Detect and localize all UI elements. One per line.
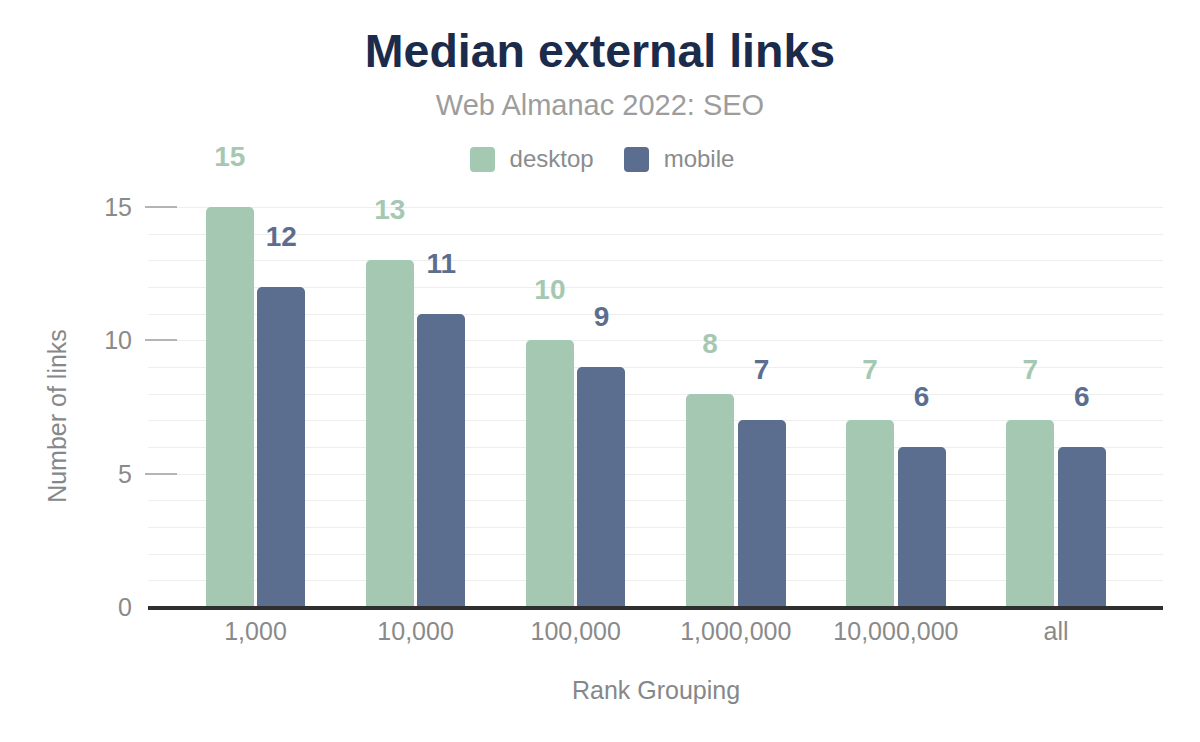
y-tick-label: 5 [0, 461, 132, 487]
bar-desktop-1,000,000[interactable] [686, 394, 734, 607]
x-axis-line [148, 606, 1163, 610]
chart-title: Median external links [0, 28, 1200, 75]
y-tick-label: 10 [0, 327, 132, 353]
legend-label-mobile: mobile [664, 145, 735, 173]
bar-mobile-all[interactable] [1058, 447, 1106, 607]
bar-mobile-10,000[interactable] [417, 314, 465, 607]
bar-desktop-1,000[interactable] [206, 207, 254, 607]
bar-mobile-10,000,000[interactable] [898, 447, 946, 607]
legend-item-desktop[interactable]: desktop [470, 145, 594, 173]
value-label-mobile-all: 6 [1074, 383, 1090, 411]
value-label-mobile-10,000,000: 6 [914, 383, 930, 411]
y-axis-tick [145, 473, 177, 475]
gridline-minor [148, 260, 1163, 261]
chart-subtitle: Web Almanac 2022: SEO [0, 91, 1200, 120]
chart: Median external links Web Almanac 2022: … [0, 0, 1200, 742]
legend-item-mobile[interactable]: mobile [624, 145, 735, 173]
value-label-desktop-10,000,000: 7 [862, 356, 878, 384]
y-tick-label: 15 [0, 194, 132, 220]
bar-mobile-1,000[interactable] [257, 287, 305, 607]
value-label-desktop-100,000: 10 [534, 276, 565, 304]
x-axis-title: Rank Grouping [572, 675, 740, 705]
bar-desktop-10,000[interactable] [366, 260, 414, 607]
x-tick-label-all: all [1043, 618, 1068, 646]
x-tick-label-10,000: 10,000 [377, 618, 453, 646]
legend: desktop mobile [0, 145, 1200, 173]
x-tick-label-100,000: 100,000 [531, 618, 621, 646]
bar-desktop-10,000,000[interactable] [846, 420, 894, 607]
bar-desktop-all[interactable] [1006, 420, 1054, 607]
y-tick-label: 0 [0, 594, 132, 620]
x-tick-label-1,000,000: 1,000,000 [680, 618, 791, 646]
y-axis-tick [145, 339, 177, 341]
legend-swatch-desktop [470, 147, 495, 172]
value-label-mobile-1,000: 12 [266, 223, 297, 251]
value-label-desktop-1,000,000: 8 [702, 330, 718, 358]
x-tick-label-1,000: 1,000 [224, 618, 287, 646]
y-axis-tick [145, 206, 177, 208]
value-label-mobile-10,000: 11 [427, 250, 457, 278]
value-label-desktop-1,000: 15 [214, 143, 245, 171]
x-tick-label-10,000,000: 10,000,000 [833, 618, 958, 646]
legend-swatch-mobile [624, 147, 649, 172]
value-label-desktop-10,000: 13 [374, 196, 405, 224]
bar-desktop-100,000[interactable] [526, 340, 574, 607]
bar-mobile-100,000[interactable] [577, 367, 625, 607]
value-label-desktop-all: 7 [1022, 356, 1038, 384]
gridline-minor [148, 234, 1163, 235]
gridline-major [148, 207, 1163, 208]
bar-mobile-1,000,000[interactable] [738, 420, 786, 607]
legend-label-desktop: desktop [510, 145, 594, 173]
value-label-mobile-1,000,000: 7 [754, 356, 770, 384]
value-label-mobile-100,000: 9 [594, 303, 610, 331]
